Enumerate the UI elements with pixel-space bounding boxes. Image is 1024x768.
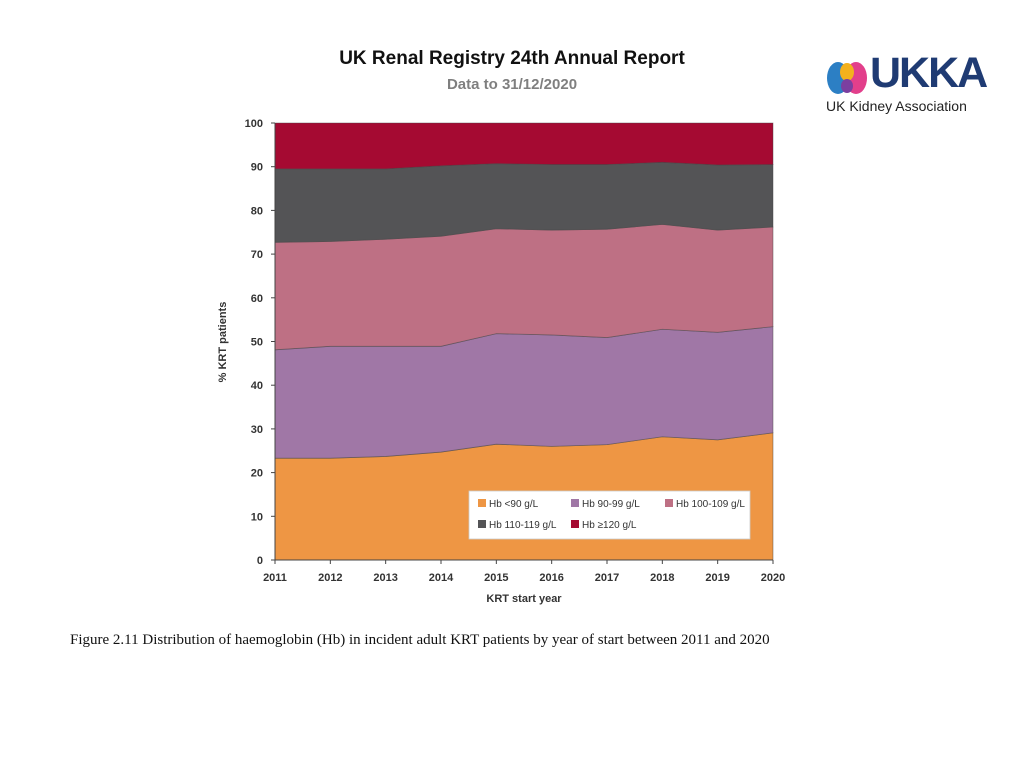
legend-swatch: [571, 520, 579, 528]
report-title: UK Renal Registry 24th Annual Report: [339, 48, 685, 69]
legend-swatch: [571, 499, 579, 507]
y-tick-label: 50: [251, 337, 263, 349]
area-series-4: [274, 122, 774, 170]
y-tick-label: 10: [251, 511, 263, 523]
legend-label: Hb <90 g/L: [489, 499, 539, 510]
legend-label: Hb 100-109 g/L: [676, 499, 745, 510]
legend-swatch: [478, 520, 486, 528]
legend-label: Hb 90-99 g/L: [582, 499, 640, 510]
y-tick-label: 20: [251, 468, 263, 480]
chart-legend: Hb <90 g/L Hb 90-99 g/L Hb 100-109 g/L Hb 1…: [468, 490, 751, 540]
logo-tagline: UK Kidney Association: [826, 98, 967, 114]
kidney-logo-icon: [827, 62, 867, 94]
x-tick-label: 2019: [705, 572, 729, 584]
legend-label: Hb ≥120 g/L: [582, 520, 637, 531]
x-tick-label: 2015: [484, 572, 508, 584]
x-tick-label: 2018: [650, 572, 674, 584]
x-tick-label: 2011: [263, 572, 287, 584]
area-series-2: [274, 223, 774, 351]
legend-box: [468, 490, 751, 540]
x-tick-label: 2016: [539, 572, 563, 584]
y-tick-label: 40: [251, 380, 263, 392]
legend-swatch: [665, 499, 673, 507]
x-tick-label: 2012: [318, 572, 342, 584]
y-tick-label: 70: [251, 249, 263, 261]
x-tick-label: 2020: [761, 572, 785, 584]
legend-label: Hb 110-119 g/L: [489, 520, 557, 531]
y-tick-label: 0: [257, 555, 263, 567]
y-tick-label: 100: [245, 118, 263, 130]
y-axis-label: % KRT patients: [217, 302, 229, 383]
x-tick-label: 2017: [595, 572, 619, 584]
x-tick-label: 2013: [373, 572, 397, 584]
x-axis-label: KRT start year: [486, 593, 562, 605]
y-tick-label: 80: [251, 205, 263, 217]
y-tick-label: 30: [251, 424, 263, 436]
legend-swatch: [478, 499, 486, 507]
chart-axes: 0 10 20 30 40 50 60 70 80 90 100 2011 2012 2013 2014 20…: [245, 118, 786, 584]
figure-caption: Figure 2.11 Distribution of haemoglobin …: [70, 632, 770, 648]
x-tick-label: 2014: [429, 572, 454, 584]
report-subtitle: Data to 31/12/2020: [446, 76, 578, 93]
ukka-logo: UKKA UK Kidney Association: [822, 49, 997, 118]
logo-wordmark: UKKA: [870, 49, 988, 97]
y-tick-label: 60: [251, 293, 263, 305]
y-tick-label: 90: [251, 162, 263, 174]
